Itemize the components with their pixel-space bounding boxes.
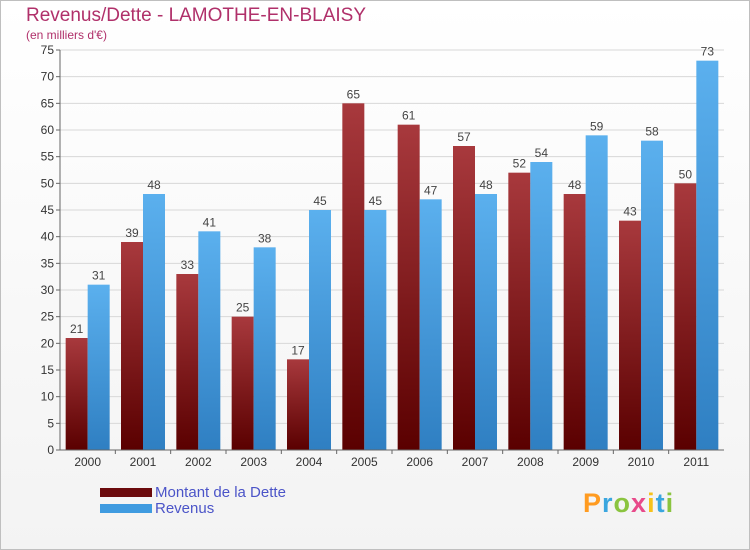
bar-dette <box>619 220 641 450</box>
y-tick-label: 0 <box>47 443 54 457</box>
data-label-dette: 48 <box>568 178 582 192</box>
data-label-revenus: 48 <box>479 178 493 192</box>
bar-dette <box>121 242 143 450</box>
data-label-revenus: 47 <box>424 183 438 197</box>
bar-dette <box>508 172 531 450</box>
x-tick-label: 2004 <box>296 455 323 469</box>
y-tick-label: 70 <box>41 70 55 84</box>
bar-dette <box>231 316 254 450</box>
bar-dette <box>65 338 88 450</box>
bar-dette <box>453 146 475 450</box>
y-tick-label: 20 <box>41 336 55 350</box>
data-label-dette: 33 <box>181 258 195 272</box>
legend-label-revenus: Revenus <box>155 500 215 517</box>
data-label-revenus: 38 <box>258 231 272 245</box>
data-label-revenus: 31 <box>92 269 106 283</box>
bar-revenus <box>87 284 110 450</box>
data-label-dette: 21 <box>70 322 84 336</box>
x-tick-label: 2000 <box>74 455 101 469</box>
bars: 21 31 39 48 33 41 25 38 17 45 65 45 61 47 57 48 52 54 48 59… <box>65 45 719 451</box>
bar-dette <box>287 359 309 450</box>
data-label-dette: 50 <box>679 167 693 181</box>
bar-revenus <box>530 162 553 450</box>
y-tick-label: 45 <box>41 203 55 217</box>
data-label-dette: 52 <box>513 157 527 171</box>
legend-swatch-dette <box>100 488 152 497</box>
x-tick-label: 2007 <box>462 455 489 469</box>
x-tick-label: 2008 <box>517 455 544 469</box>
data-label-revenus: 48 <box>147 178 161 192</box>
data-label-revenus: 58 <box>645 125 659 139</box>
y-tick-label: 50 <box>41 176 55 190</box>
bar-revenus <box>364 210 387 450</box>
bar-revenus <box>585 135 608 451</box>
data-label-dette: 61 <box>402 109 416 123</box>
data-label-revenus: 41 <box>203 215 217 229</box>
bar-revenus <box>253 247 276 450</box>
data-label-dette: 65 <box>347 87 361 101</box>
x-tick-label: 2006 <box>406 455 433 469</box>
data-label-dette: 43 <box>623 205 637 219</box>
bar-dette <box>176 274 199 450</box>
bar-dette <box>563 194 586 450</box>
chart-title: Revenus/Dette - LAMOTHE-EN-BLAISY <box>26 5 366 26</box>
legend-swatch-revenus <box>100 504 152 513</box>
y-tick-label: 75 <box>41 43 55 57</box>
proxiti-logo: Proxiti <box>583 488 675 518</box>
bar-revenus <box>475 194 497 450</box>
y-tick-label: 55 <box>41 150 55 164</box>
bar-revenus <box>696 60 719 451</box>
x-tick-label: 2001 <box>130 455 157 469</box>
data-label-revenus: 59 <box>590 119 604 133</box>
y-tick-label: 25 <box>41 310 55 324</box>
data-label-revenus: 54 <box>535 146 549 160</box>
data-label-dette: 25 <box>236 301 250 315</box>
data-label-revenus: 45 <box>369 194 383 208</box>
data-label-revenus: 45 <box>313 194 327 208</box>
bar-revenus <box>198 231 221 450</box>
legend-label-dette: Montant de la Dette <box>155 484 286 501</box>
chart-subtitle: (en milliers d'€) <box>26 28 107 42</box>
y-tick-label: 65 <box>41 96 55 110</box>
y-tick-label: 15 <box>41 363 55 377</box>
y-tick-label: 10 <box>41 390 55 404</box>
bar-revenus <box>309 210 331 450</box>
y-tick-label: 40 <box>41 230 55 244</box>
y-tick-label: 5 <box>47 416 54 430</box>
y-tick-label: 30 <box>41 283 55 297</box>
x-tick-label: 2002 <box>185 455 212 469</box>
y-tick-label: 35 <box>41 256 55 270</box>
axes: 0 5 10 15 20 25 30 35 40 45 50 55 60 65 70 75 2000 2001 20… <box>41 43 724 469</box>
data-label-dette: 57 <box>457 130 471 144</box>
bar-dette <box>674 183 697 451</box>
x-tick-label: 2009 <box>572 455 599 469</box>
data-label-dette: 17 <box>291 343 305 357</box>
bar-dette <box>397 124 420 451</box>
data-label-revenus: 73 <box>701 45 715 59</box>
bar-dette <box>342 103 365 450</box>
x-tick-label: 2003 <box>240 455 267 469</box>
x-tick-label: 2010 <box>628 455 655 469</box>
x-tick-label: 2005 <box>351 455 378 469</box>
x-tick-label: 2011 <box>683 455 709 469</box>
bar-revenus <box>143 194 165 450</box>
y-tick-label: 60 <box>41 123 55 137</box>
bar-revenus <box>641 140 663 450</box>
bar-revenus <box>419 199 442 450</box>
grid-lines <box>60 49 724 424</box>
data-label-dette: 39 <box>125 226 139 240</box>
